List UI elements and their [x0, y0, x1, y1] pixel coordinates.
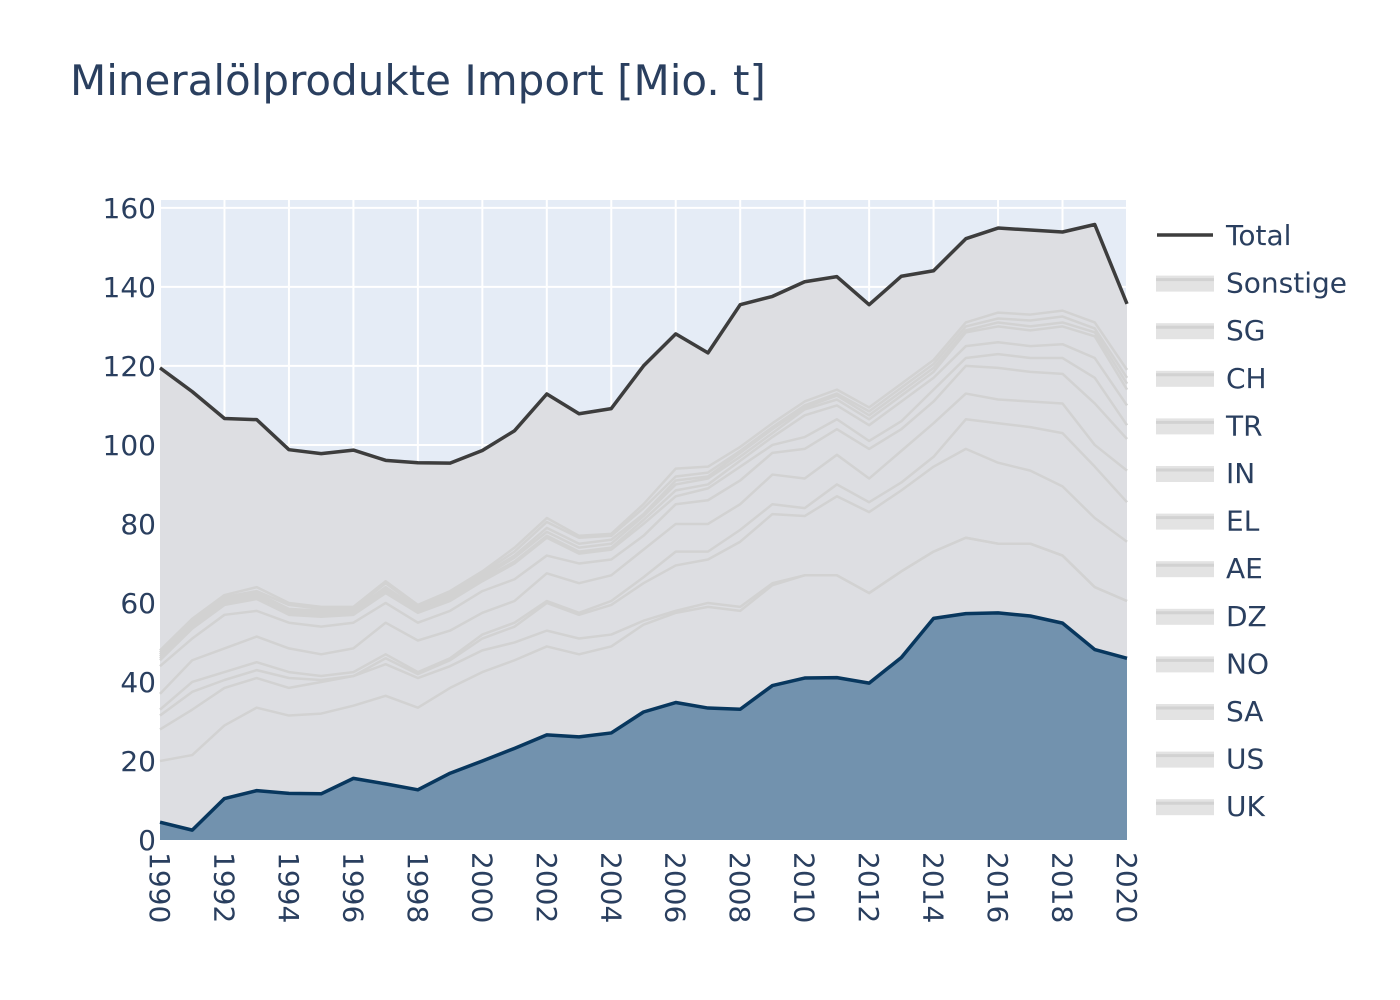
- legend-label: TR: [1225, 409, 1263, 442]
- legend-swatch: [1156, 370, 1214, 387]
- x-tick-label: 2012: [852, 852, 885, 923]
- legend-item-no[interactable]: NO: [1156, 647, 1269, 680]
- series-line-sa: [159, 447, 1128, 717]
- y-tick-label: 140: [103, 271, 156, 304]
- legend-label: SA: [1226, 695, 1263, 728]
- legend-item-dz[interactable]: DZ: [1156, 600, 1267, 633]
- legend-swatch: [1156, 799, 1214, 816]
- base-series-line: [159, 611, 1128, 832]
- y-tick-label: 40: [120, 666, 156, 699]
- legend-swatch: [1156, 608, 1214, 625]
- x-tick-label: 2004: [594, 852, 627, 923]
- y-tick-label: 120: [103, 350, 156, 383]
- legend-swatch: [1156, 704, 1214, 720]
- x-tick-label: 2020: [1110, 852, 1143, 923]
- legend-swatch: [1156, 418, 1214, 435]
- legend-item-tr[interactable]: TR: [1156, 409, 1263, 442]
- legend-item-us[interactable]: US: [1156, 743, 1264, 776]
- y-tick-label: 60: [120, 587, 156, 620]
- legend-label: AE: [1226, 552, 1263, 585]
- series-line-sg: [159, 315, 1129, 654]
- x-tick-label: 1990: [143, 852, 176, 923]
- stacked-area-fill: [160, 224, 1127, 840]
- legend-item-sonstige[interactable]: Sonstige: [1156, 267, 1347, 300]
- legend-item-el[interactable]: EL: [1156, 505, 1260, 538]
- y-tick-label: 20: [120, 745, 156, 778]
- series-line-ae: [159, 364, 1128, 668]
- legend-swatch: [1156, 275, 1214, 292]
- legend-label: DZ: [1226, 600, 1267, 633]
- legend-label: US: [1226, 743, 1264, 776]
- legend-label: UK: [1226, 790, 1265, 823]
- x-tick-label: 2006: [659, 852, 692, 923]
- series-line-sonstige: [159, 309, 1129, 652]
- x-tick-label: 1998: [401, 852, 434, 923]
- legend-item-sa[interactable]: SA: [1156, 695, 1263, 728]
- legend-swatch: [1156, 561, 1214, 578]
- y-axis: 0 20 40 60 80 100 120 140 160: [103, 192, 156, 857]
- x-tick-label: 1992: [207, 852, 240, 923]
- legend-label: EL: [1226, 505, 1260, 538]
- series-line-total: [158, 222, 1129, 465]
- legend-swatch: [1156, 751, 1214, 768]
- x-tick-label: 2010: [788, 852, 821, 923]
- series-line-dz: [159, 392, 1128, 695]
- legend-label: NO: [1226, 647, 1269, 680]
- series-line-el: [159, 352, 1129, 662]
- legend-item-sg[interactable]: SG: [1156, 314, 1265, 347]
- y-tick-label: 100: [103, 429, 156, 462]
- x-tick-label: 2018: [1046, 852, 1079, 923]
- legend-swatch: [1156, 323, 1214, 340]
- y-tick-label: 0: [138, 824, 156, 857]
- chart-title: Mineralölprodukte Import [Mio. t]: [70, 56, 766, 105]
- legend-item-in[interactable]: IN: [1156, 457, 1255, 490]
- x-tick-label: 2000: [465, 852, 498, 923]
- y-tick-label: 160: [103, 192, 156, 225]
- legend-label: IN: [1226, 457, 1255, 490]
- legend-swatch: [1156, 656, 1214, 673]
- y-tick-label: 80: [120, 508, 156, 541]
- x-tick-label: 2008: [723, 852, 756, 923]
- series-line-uk: [159, 536, 1128, 763]
- x-tick-label: 1994: [272, 852, 305, 923]
- legend-swatch: [1156, 513, 1214, 530]
- legend-label: Sonstige: [1226, 267, 1347, 300]
- base-area: [160, 612, 1127, 840]
- legend-swatch: [1156, 466, 1214, 482]
- legend-item-ae[interactable]: AE: [1156, 552, 1263, 585]
- legend-item-uk[interactable]: UK: [1156, 790, 1265, 823]
- series-line-no: [159, 418, 1128, 711]
- series-line-ch: [159, 321, 1129, 656]
- x-axis: 1990 1992 1994 1996 1998 2000 2002 2004 2006 2008…: [143, 852, 1143, 923]
- series-line-in: [159, 340, 1129, 660]
- legend-item-ch[interactable]: CH: [1156, 362, 1267, 395]
- x-tick-label: 1996: [336, 852, 369, 923]
- x-tick-label: 2014: [917, 852, 950, 923]
- legend-item-total[interactable]: Total: [1157, 219, 1291, 252]
- legend: Total Sonstige SG CH TR IN EL AE DZ NO SA US UK: [1156, 219, 1347, 823]
- legend-label: SG: [1226, 314, 1265, 347]
- series-lines: [158, 222, 1129, 832]
- legend-label: Total: [1225, 219, 1291, 252]
- x-tick-label: 2016: [981, 852, 1014, 923]
- legend-label: CH: [1226, 362, 1267, 395]
- series-line-tr: [159, 325, 1129, 658]
- x-tick-label: 2002: [530, 852, 563, 923]
